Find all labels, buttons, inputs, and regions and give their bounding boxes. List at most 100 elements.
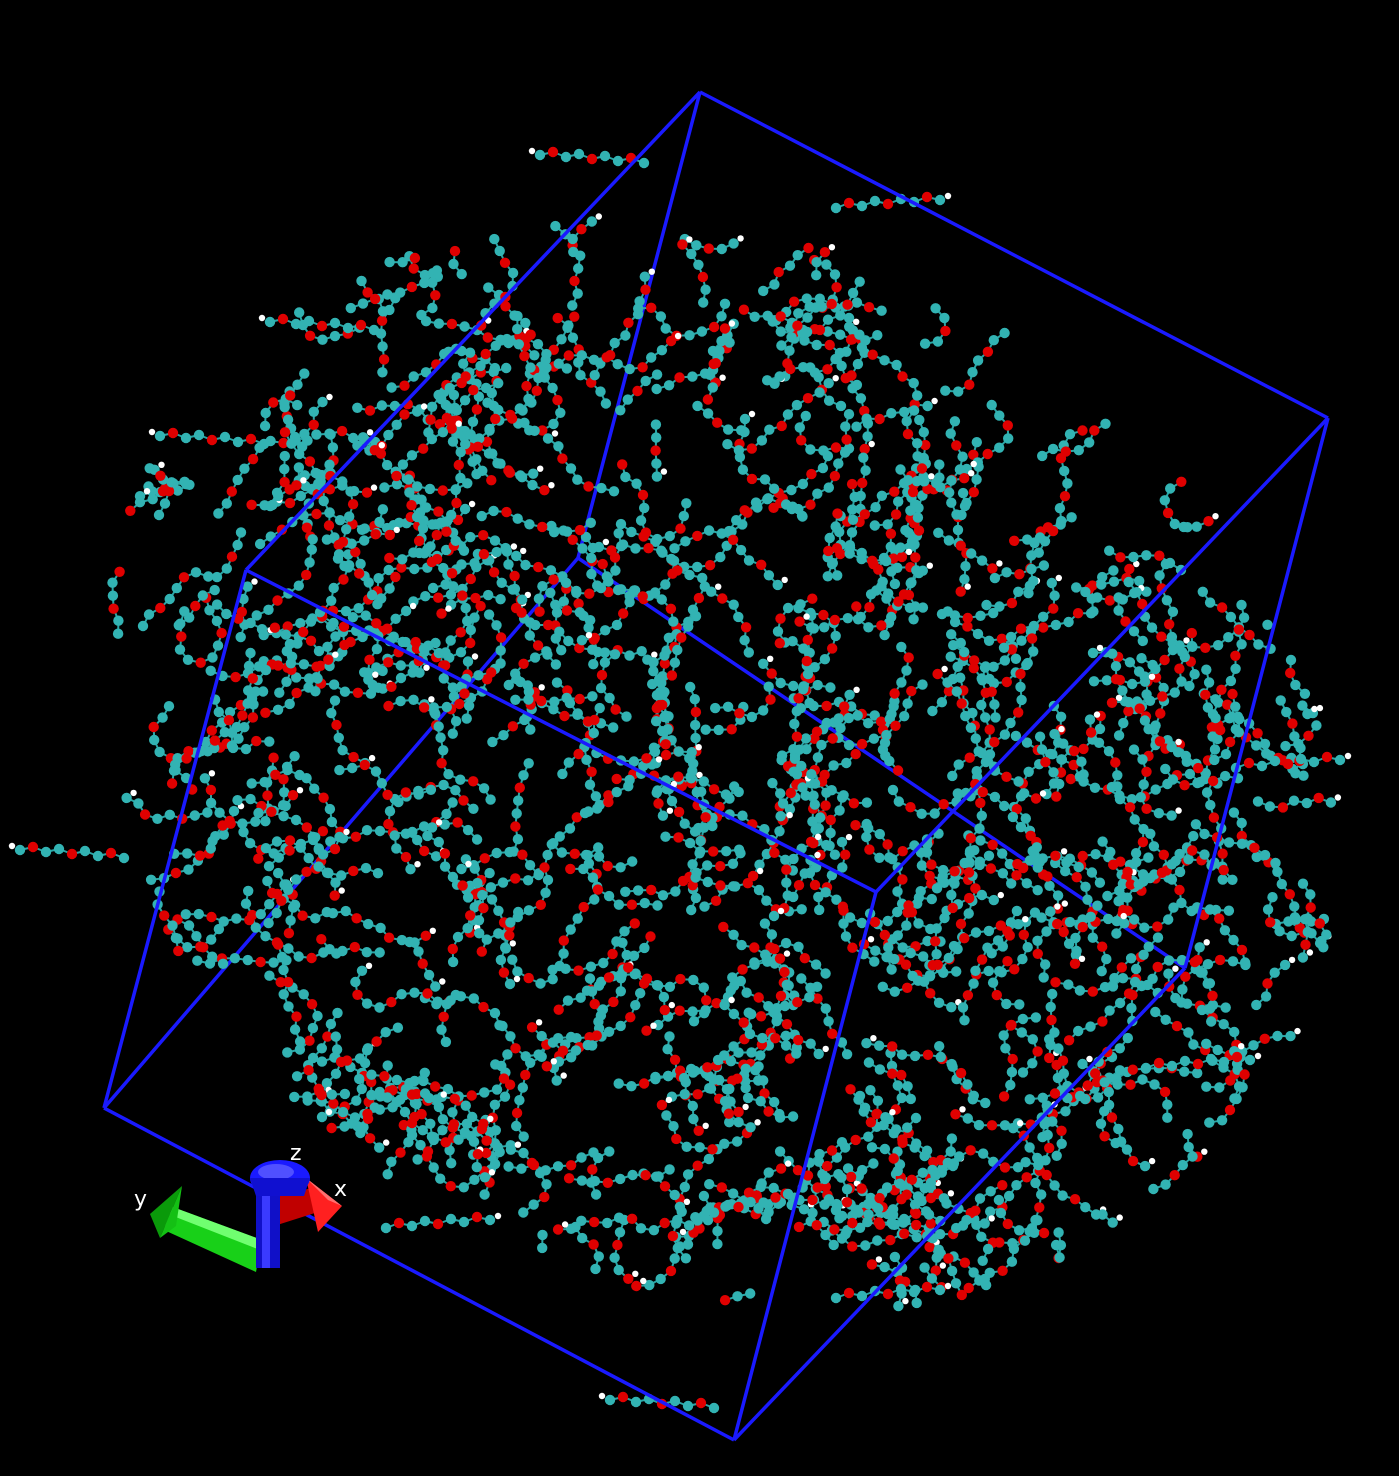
oxygen-atom — [523, 972, 534, 984]
carbon-atom — [825, 682, 836, 693]
oxygen-atom — [793, 880, 805, 891]
hydrogen-atom — [602, 538, 610, 546]
carbon-atom — [298, 989, 309, 1000]
carbon-atom — [975, 610, 986, 621]
carbon-atom — [489, 1099, 501, 1111]
hydrogen-atom — [520, 547, 527, 555]
oxygen-atom — [892, 765, 904, 776]
carbon-atom — [293, 580, 304, 591]
oxygen-atom — [408, 263, 419, 274]
oxygen-atom — [400, 787, 411, 798]
carbon-atom — [163, 701, 175, 712]
carbon-atom — [919, 1262, 930, 1273]
oxygen-atom — [1252, 728, 1263, 739]
carbon-atom — [205, 843, 216, 854]
oxygen-atom — [247, 453, 259, 465]
carbon-atom — [698, 982, 709, 993]
hydrogen-atom — [853, 318, 860, 325]
carbon-atom — [374, 825, 386, 837]
carbon-atom — [973, 1119, 985, 1131]
carbon-atom — [712, 1225, 723, 1237]
oxygen-atom — [1065, 773, 1077, 785]
carbon-atom — [182, 848, 193, 859]
carbon-atom — [879, 629, 890, 641]
carbon-atom — [389, 830, 400, 841]
carbon-atom — [487, 736, 498, 748]
oxygen-atom — [433, 592, 444, 603]
carbon-atom — [310, 913, 321, 924]
carbon-atom — [1225, 675, 1237, 687]
carbon-atom — [235, 631, 246, 643]
carbon-atom — [328, 679, 340, 690]
carbon-atom — [572, 913, 583, 924]
carbon-atom — [817, 462, 829, 474]
carbon-atom — [932, 336, 944, 347]
oxygen-atom — [899, 1228, 910, 1239]
carbon-atom — [914, 414, 925, 426]
carbon-atom — [939, 312, 950, 324]
oxygen-atom — [569, 311, 580, 322]
carbon-atom — [737, 810, 748, 821]
oxygen-atom — [821, 700, 832, 712]
carbon-atom — [636, 646, 647, 657]
carbon-atom — [511, 1120, 522, 1132]
oxygen-atom — [364, 405, 376, 416]
oxygen-atom — [559, 710, 570, 722]
carbon-atom — [934, 459, 945, 470]
oxygen-atom — [850, 1134, 861, 1146]
carbon-atom — [1136, 653, 1147, 664]
carbon-atom — [983, 635, 995, 646]
carbon-atom — [956, 509, 967, 521]
carbon-atom — [766, 929, 778, 940]
carbon-atom — [459, 503, 471, 515]
oxygen-atom — [617, 459, 628, 470]
oxygen-atom — [924, 870, 935, 882]
carbon-atom — [930, 303, 941, 314]
oxygen-atom — [558, 935, 569, 946]
carbon-atom — [1210, 694, 1221, 705]
oxygen-atom — [268, 397, 279, 408]
carbon-atom — [405, 864, 416, 875]
carbon-atom — [438, 779, 449, 791]
oxygen-atom — [701, 995, 712, 1006]
carbon-atom — [545, 565, 557, 576]
carbon-atom — [446, 1158, 457, 1169]
carbon-atom — [732, 1291, 743, 1302]
oxygen-atom — [1032, 1046, 1043, 1057]
carbon-atom — [1160, 763, 1171, 775]
oxygen-atom — [806, 468, 817, 480]
carbon-atom — [458, 1182, 469, 1193]
carbon-atom — [435, 1173, 446, 1184]
carbon-atom — [688, 974, 699, 986]
hydrogen-atom — [414, 861, 421, 868]
oxygen-atom — [543, 619, 554, 631]
oxygen-atom — [1162, 507, 1174, 519]
carbon-atom — [627, 856, 638, 867]
carbon-atom — [1089, 782, 1101, 793]
oxygen-atom — [866, 1259, 878, 1270]
carbon-atom — [1159, 495, 1171, 506]
carbon-atom — [931, 923, 942, 934]
carbon-atom — [774, 1146, 786, 1157]
oxygen-atom — [1078, 743, 1089, 755]
carbon-atom — [535, 978, 546, 989]
carbon-atom — [762, 375, 773, 386]
carbon-atom — [1220, 1002, 1231, 1013]
carbon-atom — [600, 398, 612, 409]
oxygen-atom — [301, 522, 313, 533]
carbon-atom — [447, 797, 458, 808]
carbon-atom — [699, 1008, 710, 1019]
box-edge-back — [576, 91, 702, 559]
carbon-atom — [882, 519, 893, 530]
carbon-atom — [441, 808, 452, 820]
carbon-atom — [1150, 784, 1161, 795]
carbon-atom — [1251, 740, 1262, 751]
oxygen-atom — [675, 973, 686, 985]
carbon-atom — [664, 530, 675, 542]
carbon-atom — [447, 1107, 458, 1118]
carbon-atom — [190, 567, 202, 578]
carbon-atom — [945, 651, 956, 662]
carbon-atom — [547, 382, 558, 394]
